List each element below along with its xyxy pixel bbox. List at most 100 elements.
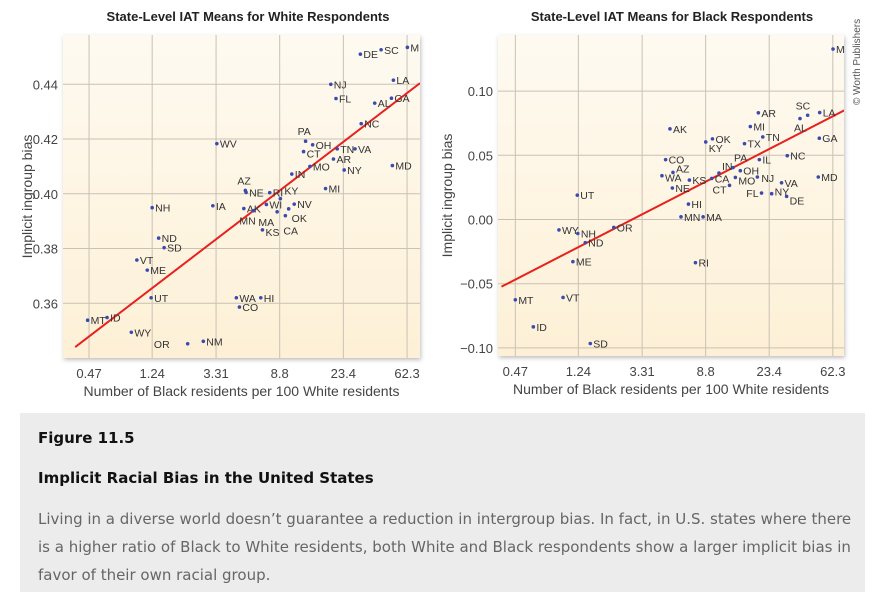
figure-charts: State-Level IAT Means for White Responde…	[20, 9, 863, 399]
data-point-or: OR	[612, 222, 633, 234]
data-point-m: M	[831, 44, 845, 56]
data-point-ok: OK	[286, 207, 307, 225]
point-marker	[358, 52, 363, 56]
data-point-tn: TN	[335, 144, 354, 156]
point-label: MA	[258, 217, 274, 229]
data-point-pa: PA	[731, 153, 747, 170]
point-label: WY	[134, 327, 151, 339]
data-point-ar: AR	[331, 154, 351, 166]
point-label: PA	[734, 153, 747, 165]
point-label: AL	[794, 123, 807, 135]
point-label: NH	[581, 229, 596, 241]
point-marker	[105, 315, 109, 320]
point-marker	[575, 193, 580, 197]
data-point-mi: MI	[323, 184, 340, 196]
point-marker	[561, 295, 565, 300]
point-marker	[258, 295, 263, 300]
point-marker	[267, 190, 272, 195]
point-label: M	[836, 44, 845, 56]
point-marker	[260, 228, 265, 232]
point-marker	[738, 168, 743, 173]
point-label: SD	[167, 243, 182, 255]
point-label: NE	[675, 183, 690, 195]
point-label: TX	[748, 139, 761, 151]
point-label: NJ	[761, 173, 774, 185]
point-label: OK	[715, 134, 730, 146]
x-tick-label: 0.47	[503, 364, 528, 379]
point-marker	[150, 205, 154, 210]
data-point-mi: MI	[748, 122, 765, 134]
point-label: ID	[536, 322, 547, 334]
point-marker	[769, 191, 774, 196]
point-marker	[310, 142, 315, 147]
data-point-mt: MT	[85, 315, 106, 327]
data-point-il: IL	[757, 155, 771, 167]
point-marker	[149, 295, 153, 300]
point-marker	[323, 186, 328, 191]
x-tick-label: 3.31	[203, 366, 228, 381]
point-label: MA	[706, 212, 722, 224]
point-marker	[286, 207, 291, 211]
point-marker	[660, 173, 664, 178]
point-marker	[759, 191, 764, 195]
point-marker	[301, 149, 306, 154]
white-respondents-chart: State-Level IAT Means for White Responde…	[20, 9, 420, 399]
point-label: KS	[692, 175, 706, 187]
data-point-oh: OH	[310, 140, 331, 152]
point-marker	[283, 213, 288, 218]
data-point-ks: KS	[687, 175, 706, 187]
point-label: WY	[562, 225, 579, 237]
data-point-or: OR	[154, 339, 190, 351]
point-label: M	[410, 42, 419, 54]
data-point-ca: CA	[283, 213, 298, 238]
point-label: UT	[580, 190, 595, 202]
data-point-wi: WI	[264, 199, 282, 211]
data-point-nj: NJ	[329, 79, 347, 91]
point-label: RI	[273, 188, 284, 200]
data-point-hi: HI	[258, 293, 274, 305]
data-point-oh: OH	[738, 166, 759, 178]
point-marker	[389, 96, 394, 101]
point-label: IN	[722, 161, 733, 173]
point-marker	[145, 268, 150, 272]
point-label: VT	[140, 255, 154, 267]
point-label: NJ	[334, 79, 347, 91]
data-point-fl: FL	[746, 188, 764, 200]
point-label: NC	[364, 119, 380, 131]
point-label: FL	[746, 188, 758, 200]
point-label: NE	[249, 187, 264, 199]
point-label: AZ	[676, 163, 690, 175]
data-point-al: AL	[794, 116, 807, 135]
point-marker	[779, 180, 784, 185]
point-marker	[391, 78, 396, 82]
data-point-ny: NY	[342, 165, 362, 177]
point-marker	[405, 45, 410, 50]
point-marker	[329, 82, 333, 87]
point-label: UT	[154, 293, 169, 305]
data-point-vt: VT	[135, 255, 154, 267]
point-marker	[234, 295, 239, 300]
data-point-nm: NM	[201, 336, 223, 348]
point-marker	[342, 168, 346, 172]
data-point-mn: MN	[679, 212, 700, 224]
point-marker	[303, 139, 308, 144]
point-marker	[798, 116, 802, 121]
data-point-in: IN	[717, 161, 732, 175]
point-label: AL	[378, 98, 391, 110]
point-marker	[733, 175, 738, 180]
point-label: NM	[206, 336, 222, 348]
data-point-ct: CT	[712, 183, 732, 196]
point-marker	[709, 176, 714, 181]
x-tick-label: 1.24	[566, 364, 591, 379]
data-point-sd: SD	[162, 243, 182, 255]
data-point-wv: WV	[215, 139, 237, 151]
point-marker	[308, 164, 312, 169]
x-tick-label: 1.24	[140, 366, 165, 381]
point-marker	[671, 170, 675, 175]
data-point-ak: AK	[668, 124, 687, 136]
point-marker	[576, 231, 580, 236]
data-point-ga: GA	[389, 93, 410, 105]
point-marker	[693, 260, 698, 265]
point-marker	[703, 140, 708, 144]
point-marker	[135, 258, 139, 262]
